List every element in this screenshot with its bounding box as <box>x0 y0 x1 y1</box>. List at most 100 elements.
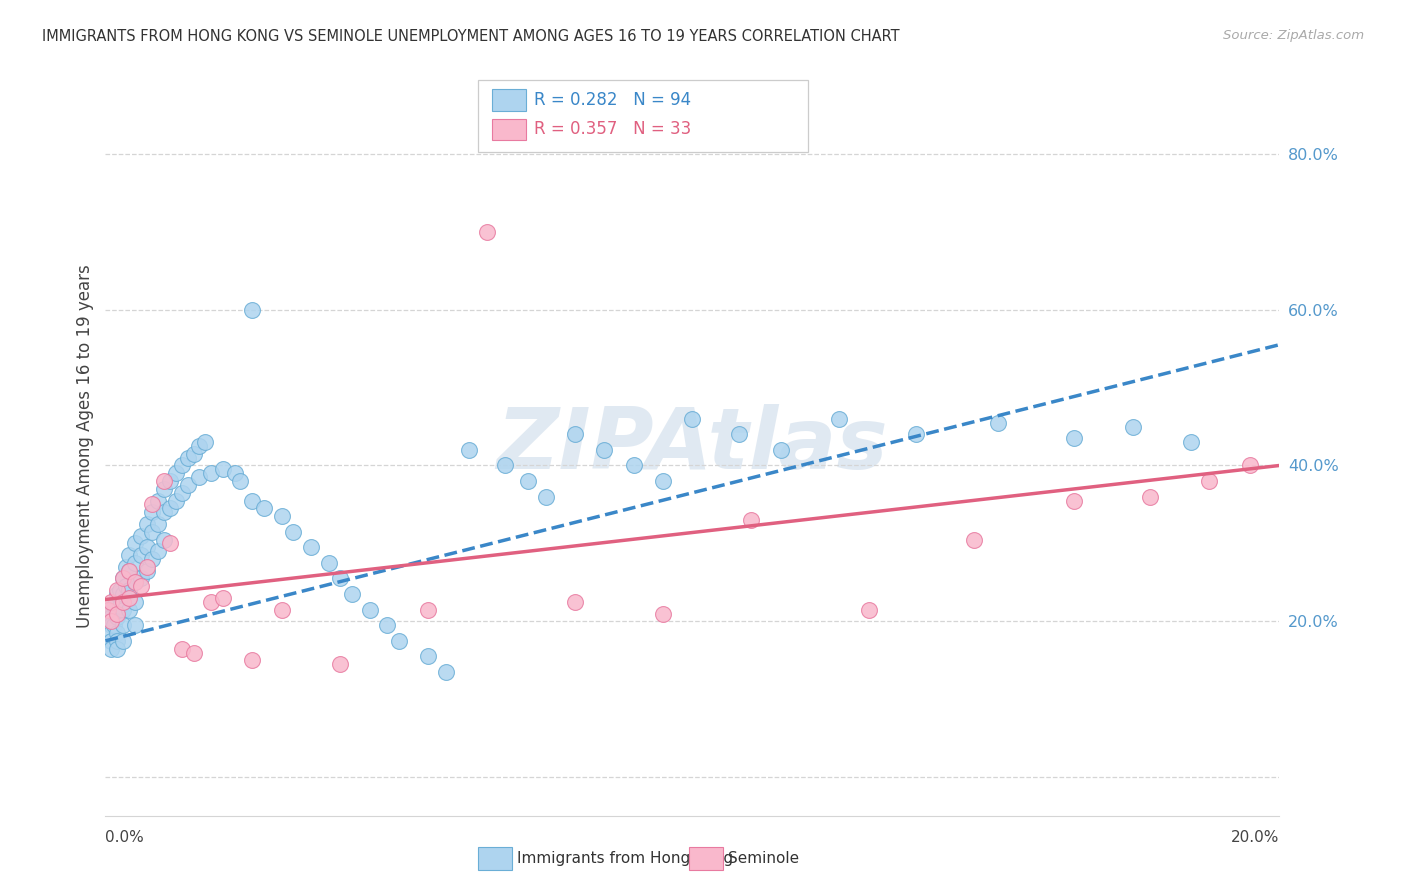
Point <box>1063 493 1085 508</box>
Point <box>141 552 163 566</box>
Point <box>105 633 128 648</box>
Point <box>129 572 152 586</box>
Point <box>728 427 751 442</box>
Text: 20.0%: 20.0% <box>1232 830 1279 846</box>
Point <box>418 649 440 664</box>
Point <box>153 533 176 547</box>
Point <box>105 610 128 624</box>
Point <box>224 467 246 481</box>
Point <box>135 564 157 578</box>
Point <box>340 587 363 601</box>
Text: R = 0.282   N = 94: R = 0.282 N = 94 <box>534 91 692 109</box>
Text: Immigrants from Hong Kong: Immigrants from Hong Kong <box>517 851 734 865</box>
Point <box>165 493 187 508</box>
Point <box>652 474 675 488</box>
Point <box>105 583 128 598</box>
Point <box>318 556 340 570</box>
Point <box>141 498 163 512</box>
Point <box>534 490 557 504</box>
Point <box>828 411 851 425</box>
Point <box>103 618 125 632</box>
Point <box>118 583 141 598</box>
Point <box>418 602 440 616</box>
Point <box>153 505 176 519</box>
Point <box>108 599 131 613</box>
Point <box>112 618 135 632</box>
Point <box>858 602 880 616</box>
Point <box>148 544 170 558</box>
Point <box>124 556 146 570</box>
Point <box>100 595 122 609</box>
Point <box>270 509 292 524</box>
Point <box>593 442 616 457</box>
Point <box>135 559 157 574</box>
Point <box>652 607 675 621</box>
Point <box>1139 490 1161 504</box>
Point <box>141 524 163 539</box>
Point <box>170 485 193 500</box>
Point <box>112 602 135 616</box>
Point <box>183 646 205 660</box>
Point <box>124 595 146 609</box>
Point <box>97 602 120 616</box>
Point <box>194 435 217 450</box>
Point <box>105 626 128 640</box>
Text: ZIPAtlas: ZIPAtlas <box>496 404 889 488</box>
Point <box>564 427 586 442</box>
Point <box>100 618 122 632</box>
Point <box>148 516 170 531</box>
Point <box>475 225 498 239</box>
Point <box>153 474 176 488</box>
Point <box>118 564 141 578</box>
Point <box>118 564 141 578</box>
Point <box>904 427 927 442</box>
Point <box>135 541 157 555</box>
Text: Seminole: Seminole <box>728 851 800 865</box>
Point <box>170 458 193 473</box>
Point <box>1239 458 1261 473</box>
Point <box>623 458 645 473</box>
Point <box>200 595 222 609</box>
Point <box>115 579 138 593</box>
Point <box>124 618 146 632</box>
Point <box>165 467 187 481</box>
Point <box>112 572 135 586</box>
Point <box>1180 435 1202 450</box>
Point <box>112 572 135 586</box>
Point <box>98 607 121 621</box>
Point <box>118 548 141 562</box>
Point <box>115 559 138 574</box>
Point <box>118 591 141 605</box>
Point <box>97 602 120 616</box>
Point <box>112 595 135 609</box>
Point <box>329 572 352 586</box>
Point <box>153 482 176 496</box>
Point <box>253 501 276 516</box>
Point <box>124 575 146 590</box>
Point <box>769 442 792 457</box>
Point <box>159 536 181 550</box>
Point <box>987 416 1010 430</box>
Point <box>1122 419 1144 434</box>
Point <box>103 599 125 613</box>
Point <box>388 633 411 648</box>
Point <box>129 548 152 562</box>
Point <box>100 633 122 648</box>
Point <box>1198 474 1220 488</box>
Point <box>100 615 122 629</box>
Point <box>112 587 135 601</box>
Point <box>176 450 198 465</box>
Point <box>240 653 263 667</box>
Y-axis label: Unemployment Among Ages 16 to 19 years: Unemployment Among Ages 16 to 19 years <box>76 264 94 628</box>
Point <box>105 641 128 656</box>
Point <box>283 524 305 539</box>
Point <box>188 470 211 484</box>
Point <box>108 583 131 598</box>
Point <box>112 633 135 648</box>
Text: Source: ZipAtlas.com: Source: ZipAtlas.com <box>1223 29 1364 42</box>
Point <box>188 439 211 453</box>
Point <box>517 474 540 488</box>
Point <box>124 575 146 590</box>
Point <box>105 587 128 601</box>
Point <box>100 626 122 640</box>
